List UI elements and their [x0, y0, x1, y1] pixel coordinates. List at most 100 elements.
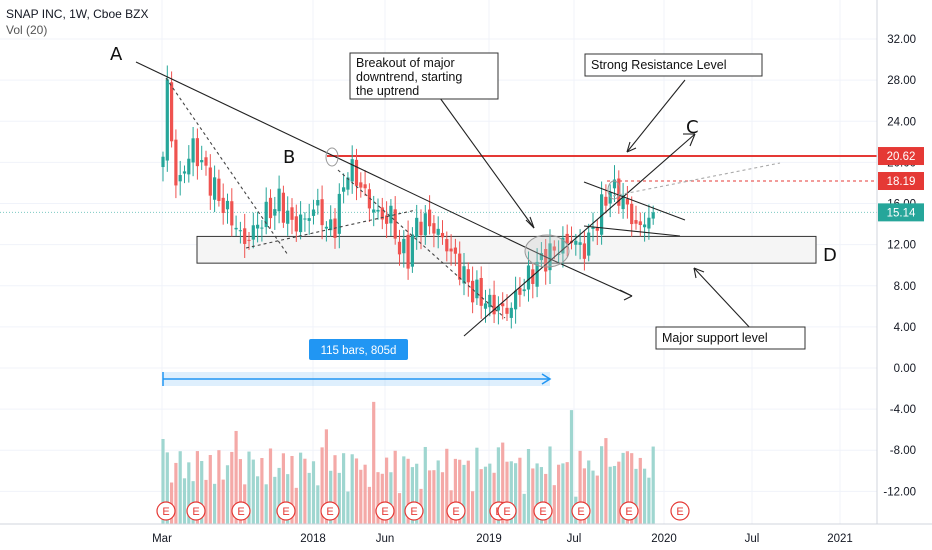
volume-bar — [213, 483, 217, 524]
volume-bar — [535, 463, 539, 524]
candle-body — [372, 209, 376, 213]
volume-bar — [208, 455, 212, 524]
price-axis[interactable]: 32.0028.0024.0020.0016.0012.008.004.000.… — [876, 0, 924, 524]
volume-bar — [230, 451, 234, 524]
candle-body — [277, 188, 281, 212]
candle-body — [496, 306, 500, 311]
channel-upper-line — [583, 181, 686, 221]
candle-body — [165, 79, 169, 161]
volume-bar — [299, 452, 303, 524]
candle-body — [432, 223, 436, 234]
candle-body — [634, 220, 638, 224]
time-tick-label: 2018 — [300, 533, 326, 545]
earnings-marker-label: E — [503, 506, 510, 518]
volume-bar — [625, 451, 629, 524]
volume-bar — [471, 491, 475, 524]
volume-bar — [385, 457, 389, 524]
volume-bar — [264, 484, 268, 524]
volume-bar — [273, 476, 277, 524]
candle-body — [578, 242, 582, 245]
volume-bar — [161, 439, 165, 524]
candle-body — [354, 159, 359, 186]
time-axis[interactable]: Mar 2018 Jun 2019 Jul 2020 Jul 2021 — [0, 523, 932, 545]
candle-body — [294, 216, 298, 232]
candle-body — [311, 209, 316, 216]
candle-body — [217, 178, 221, 201]
candle-body — [591, 227, 595, 229]
resistance-note-text: Strong Resistance Level — [591, 58, 727, 72]
volume-bar — [505, 461, 509, 524]
volume-bar — [475, 447, 479, 524]
price-label-badge — [878, 172, 924, 191]
price-tick-label: -4.00 — [890, 404, 916, 416]
volume-bar — [432, 470, 436, 524]
volume-bar — [436, 460, 440, 524]
volume-bar — [251, 459, 255, 524]
symbol-title: SNAP INC, 1W, Cboe BZX — [6, 7, 149, 21]
volume-bar — [389, 472, 393, 524]
earnings-marker-icon — [571, 501, 591, 521]
channel-lower-line — [583, 225, 681, 237]
candle-body — [557, 253, 561, 255]
earnings-marker-icon — [497, 501, 517, 521]
earnings-marker-icon — [533, 501, 553, 521]
volume-bar — [617, 461, 621, 524]
volume-bar — [630, 453, 634, 524]
candle-body — [561, 237, 565, 254]
volume-bar — [514, 463, 518, 524]
volume-bar — [647, 477, 651, 524]
arrow-head — [529, 216, 535, 229]
price-tick-label: 4.00 — [894, 322, 916, 334]
candle-body — [234, 227, 238, 230]
arrow-head — [626, 147, 637, 153]
candle-body — [290, 207, 294, 220]
volume-bar — [496, 447, 500, 524]
arrow-head — [525, 219, 535, 229]
earnings-marker-icon — [320, 501, 340, 521]
price-tick-label: 32.00 — [887, 34, 916, 46]
volume-bar — [174, 462, 178, 524]
volume-bar — [204, 479, 208, 524]
candle-body — [213, 177, 217, 200]
volume-bar — [595, 475, 599, 524]
support-note-text: Major support level — [662, 331, 768, 345]
volume-bar — [462, 464, 466, 524]
candle-body — [191, 138, 195, 163]
resistance-pointer-line — [626, 79, 686, 153]
price-tick-label: 24.00 — [887, 116, 916, 128]
time-tick-label: Jul — [567, 533, 582, 545]
candle-body — [316, 200, 320, 206]
candle-body — [264, 201, 268, 228]
candle-body — [574, 240, 578, 245]
volume-bar — [522, 493, 526, 524]
candle-body — [200, 160, 204, 163]
volume-bar — [621, 452, 625, 524]
candle-body — [492, 294, 496, 315]
candle-body — [346, 177, 350, 190]
candle-body — [380, 207, 384, 220]
candle-body — [436, 228, 440, 235]
price-label-badge — [878, 147, 924, 166]
arrow-head — [693, 267, 697, 279]
volume-bar — [526, 449, 531, 524]
volume-bar — [509, 461, 513, 524]
volume-bar — [479, 469, 483, 524]
earnings-marker-label: E — [282, 506, 289, 518]
volume-bars — [161, 401, 655, 524]
candle-body — [428, 209, 432, 227]
candle-body — [406, 234, 410, 269]
candle-body — [281, 192, 285, 223]
volume-bar — [557, 464, 561, 524]
volume-bar — [238, 459, 242, 524]
candle-body — [182, 171, 187, 174]
volume-bar — [294, 487, 298, 524]
price-label-badge — [878, 203, 924, 222]
volume-bar — [501, 442, 505, 524]
volume-bar — [483, 466, 488, 524]
candle-body — [535, 261, 539, 287]
volume-bar — [354, 458, 359, 524]
volume-bar — [380, 473, 384, 524]
breakout-note-text: downtrend, starting — [356, 70, 462, 84]
candle-body — [187, 158, 191, 175]
time-tick-label: 2019 — [476, 533, 502, 545]
